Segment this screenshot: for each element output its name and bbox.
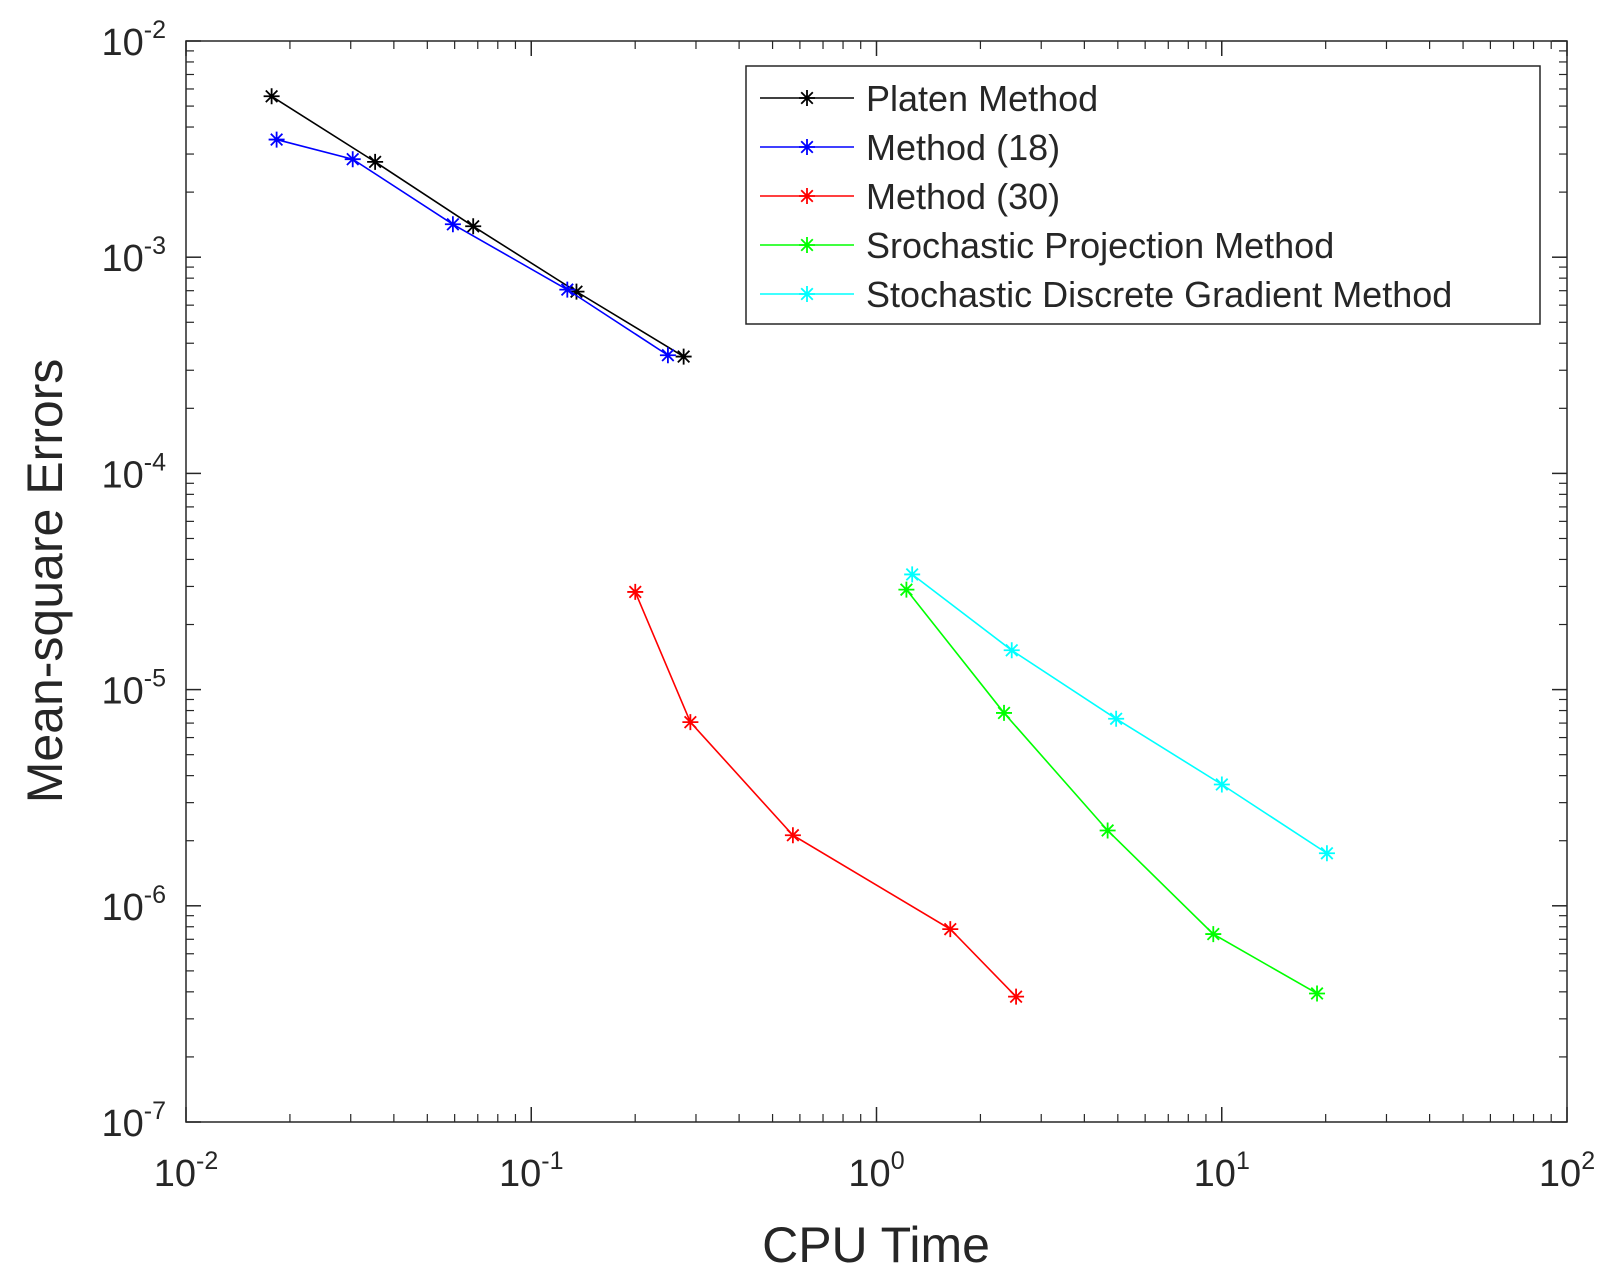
x-tick-labels: 10-2 10-1 100 101 102 (154, 1147, 1595, 1195)
legend-label: Method (30) (866, 176, 1060, 217)
y-tick-label: 10-6 (101, 881, 166, 929)
data-point (898, 581, 915, 598)
data-point (1318, 845, 1335, 862)
series-1 (268, 131, 676, 364)
data-point (568, 283, 585, 300)
series-layer (263, 88, 1335, 1005)
legend-entry: Platen Method (760, 78, 1098, 119)
data-point (682, 714, 699, 731)
data-point (996, 704, 1013, 721)
data-point (659, 347, 676, 364)
y-tick-label: 10-2 (101, 16, 166, 64)
y-tick-label: 10-4 (101, 448, 166, 496)
data-point (1309, 985, 1326, 1002)
x-tick-label: 10-1 (499, 1147, 564, 1195)
legend-marker (799, 188, 815, 204)
series-0 (263, 88, 692, 365)
plot-frame (185, 40, 1568, 1123)
legend-entry: Method (18) (760, 127, 1060, 168)
legend-marker (799, 286, 815, 302)
data-point (444, 216, 461, 233)
data-point (904, 566, 921, 583)
minor-ticks (186, 41, 1567, 1122)
data-point (1213, 776, 1230, 793)
data-point (1205, 926, 1222, 943)
x-tick-label: 102 (1539, 1147, 1595, 1195)
data-point (627, 583, 644, 600)
legend-entry: Method (30) (760, 176, 1060, 217)
x-tick-label: 101 (1194, 1147, 1250, 1195)
legend-label: Platen Method (866, 78, 1098, 119)
x-tick-label: 10-2 (154, 1147, 219, 1195)
data-point (784, 827, 801, 844)
y-axis-label: Mean-square Errors (17, 359, 73, 804)
data-point (1003, 642, 1020, 659)
x-axis-label: CPU Time (762, 1217, 990, 1273)
x-tick-label: 100 (848, 1147, 904, 1195)
y-tick-label: 10-3 (101, 232, 166, 280)
data-point (367, 153, 384, 170)
legend: Platen Method Method (18) Method (30) Sroch… (745, 65, 1541, 325)
legend-marker (799, 237, 815, 253)
data-point (1099, 822, 1116, 839)
legend-entry: Srochastic Projection Method (760, 225, 1334, 266)
legend-marker (799, 90, 815, 106)
data-point (942, 921, 959, 938)
y-tick-label: 10-5 (101, 665, 166, 713)
legend-entry: Stochastic Discrete Gradient Method (760, 274, 1452, 315)
legend-label: Srochastic Projection Method (866, 225, 1334, 266)
y-tick-label: 10-7 (101, 1097, 166, 1145)
data-point (263, 88, 280, 105)
series-2 (627, 583, 1025, 1005)
data-point (675, 348, 692, 365)
legend-label: Method (18) (866, 127, 1060, 168)
data-point (268, 131, 285, 148)
legend-box (745, 65, 1541, 325)
series-4 (904, 566, 1335, 862)
legend-marker (799, 139, 815, 155)
legend-label: Stochastic Discrete Gradient Method (866, 274, 1452, 315)
data-point (344, 151, 361, 168)
data-point (559, 281, 576, 298)
data-point (1008, 988, 1025, 1005)
series-3 (898, 581, 1326, 1002)
data-point (1108, 710, 1125, 727)
data-point (465, 218, 482, 235)
y-tick-labels: 10-7 10-6 10-5 10-4 10-3 10-2 (101, 16, 166, 1145)
